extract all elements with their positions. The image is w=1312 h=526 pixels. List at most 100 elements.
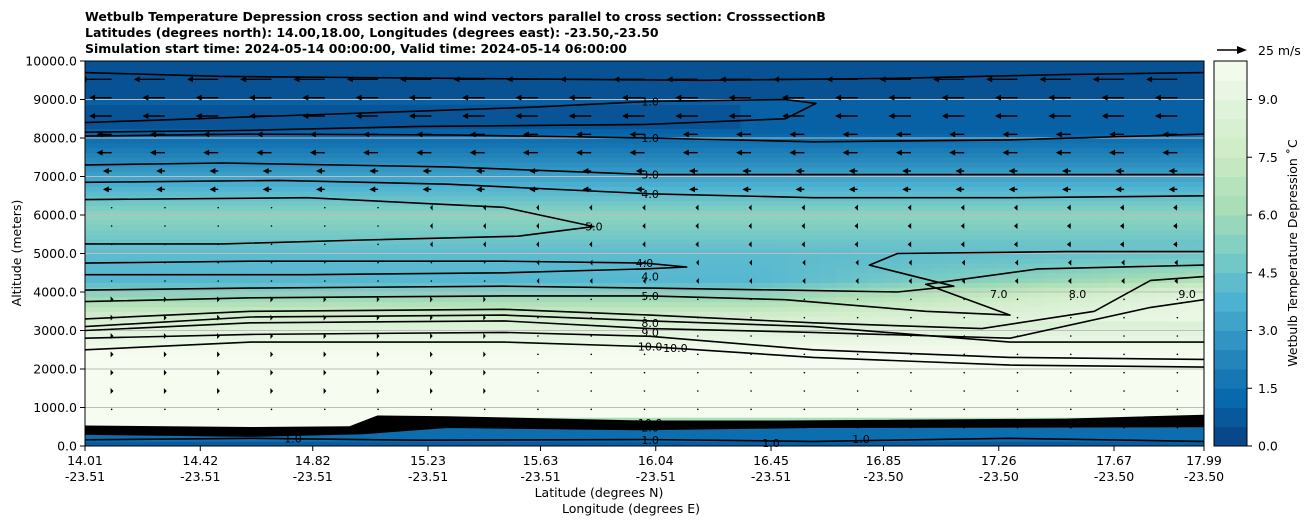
field-cell bbox=[820, 441, 837, 446]
field-cell bbox=[388, 383, 406, 389]
field-cell bbox=[1076, 383, 1093, 389]
field-cell bbox=[324, 402, 342, 409]
field-cell bbox=[868, 325, 885, 332]
field-cell bbox=[148, 80, 166, 86]
field-cell bbox=[612, 417, 630, 423]
field-cell bbox=[388, 267, 406, 274]
field-cell bbox=[644, 118, 662, 125]
field-cell bbox=[916, 239, 933, 245]
field-cell bbox=[596, 272, 614, 279]
field-cell bbox=[724, 258, 742, 264]
field-cell bbox=[740, 166, 757, 173]
field-cell bbox=[884, 80, 901, 86]
field-cell bbox=[788, 417, 805, 423]
field-cell bbox=[916, 157, 933, 163]
field-cell bbox=[468, 147, 486, 154]
field-cell bbox=[660, 195, 678, 202]
field-cell bbox=[164, 354, 182, 360]
field-cell bbox=[580, 190, 598, 197]
field-cell bbox=[596, 301, 614, 308]
field-cell bbox=[708, 359, 726, 365]
field-cell bbox=[228, 138, 246, 144]
field-cell bbox=[1028, 311, 1045, 317]
field-cell bbox=[1060, 296, 1077, 303]
field-cell bbox=[804, 330, 821, 336]
field-cell bbox=[644, 272, 662, 279]
field-cell bbox=[148, 383, 166, 389]
field-cell bbox=[980, 133, 997, 139]
field-cell bbox=[356, 239, 374, 245]
field-cell bbox=[676, 210, 694, 216]
field-cell bbox=[324, 239, 342, 245]
field-cell bbox=[180, 330, 198, 336]
field-cell bbox=[580, 272, 598, 279]
field-cell bbox=[260, 200, 278, 206]
field-cell bbox=[916, 243, 933, 250]
field-cell bbox=[852, 349, 869, 356]
field-cell bbox=[884, 186, 901, 192]
field-cell bbox=[164, 397, 182, 404]
field-cell bbox=[644, 128, 662, 134]
field-cell bbox=[756, 330, 773, 336]
field-cell bbox=[244, 388, 262, 394]
field-cell bbox=[852, 234, 869, 240]
field-cell bbox=[948, 397, 965, 404]
field-cell bbox=[340, 171, 358, 178]
field-cell bbox=[404, 364, 422, 370]
field-cell bbox=[308, 61, 326, 67]
field-cell bbox=[196, 417, 214, 423]
field-cell bbox=[116, 277, 134, 283]
field-cell bbox=[1060, 70, 1077, 77]
field-cell bbox=[692, 369, 710, 375]
field-cell bbox=[724, 426, 742, 433]
field-cell bbox=[996, 176, 1013, 182]
field-cell bbox=[788, 282, 805, 288]
field-cell bbox=[180, 325, 198, 332]
field-cell bbox=[916, 412, 933, 418]
field-cell bbox=[228, 441, 246, 446]
field-cell bbox=[692, 311, 710, 317]
field-cell bbox=[356, 393, 374, 399]
field-cell bbox=[388, 243, 406, 250]
field-cell bbox=[180, 292, 198, 298]
field-cell bbox=[852, 123, 869, 129]
field-cell bbox=[1044, 142, 1061, 149]
field-cell bbox=[900, 373, 917, 380]
field-cell bbox=[644, 186, 662, 192]
field-cell bbox=[756, 65, 773, 72]
field-cell bbox=[500, 113, 518, 120]
field-cell bbox=[964, 234, 981, 240]
field-cell bbox=[628, 215, 646, 221]
field-cell bbox=[212, 383, 230, 389]
field-cell bbox=[196, 171, 214, 178]
field-cell bbox=[676, 412, 694, 418]
field-cell bbox=[612, 133, 630, 139]
field-cell bbox=[85, 263, 102, 269]
field-cell bbox=[292, 70, 310, 77]
field-cell bbox=[196, 402, 214, 409]
field-cell bbox=[196, 364, 214, 370]
field-cell bbox=[516, 186, 534, 192]
field-cell bbox=[452, 267, 470, 274]
field-cell bbox=[212, 421, 230, 428]
field-cell bbox=[324, 369, 342, 375]
field-cell bbox=[740, 239, 757, 245]
field-cell bbox=[548, 205, 566, 211]
field-cell bbox=[132, 65, 150, 72]
field-cell bbox=[516, 349, 534, 356]
field-cell bbox=[980, 296, 997, 303]
field-cell bbox=[436, 253, 454, 259]
field-cell bbox=[772, 104, 789, 110]
field-cell bbox=[724, 292, 742, 298]
field-cell bbox=[420, 311, 438, 317]
field-cell bbox=[164, 166, 182, 173]
field-cell bbox=[676, 402, 694, 409]
field-cell bbox=[340, 215, 358, 221]
field-cell bbox=[900, 200, 917, 206]
field-cell bbox=[628, 118, 646, 125]
field-cell bbox=[804, 253, 821, 259]
field-cell bbox=[372, 267, 390, 274]
field-cell bbox=[420, 301, 438, 308]
field-cell bbox=[884, 378, 901, 385]
field-cell bbox=[1028, 80, 1045, 86]
